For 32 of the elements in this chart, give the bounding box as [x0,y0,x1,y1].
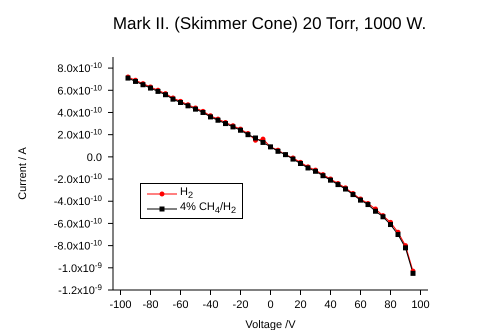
y-axis-title: Current / A [16,146,29,200]
point [253,135,258,140]
y-tick-label: 4.0x10$^{-10}$ [57,104,103,120]
y-tick-label: -4.0x10$^{-10}$ [54,194,103,208]
x-tick-label: 80 [384,299,397,311]
x-tick-label: 60 [354,299,367,311]
x-tick-label: -80 [142,299,158,311]
x-tick-label: -40 [202,299,218,311]
x-axis-title: Voltage /V [245,319,296,331]
y-tick-label: 0.0 [86,152,102,164]
point [373,208,378,214]
chart-title: Mark II. (Skimmer Cone) 20 Torr, 1000 W. [112,13,428,35]
y-tick-label: 8.0x10$^{-10}$ [57,60,103,76]
x-tick-label: -20 [232,299,248,311]
x-tick-label: 100 [411,299,430,311]
y-tick-label: -8.0x10$^{-10}$ [54,238,103,253]
y-tick-label: -1.0x10$^{-9}$ [58,260,103,275]
x-tick-label: 20 [294,299,307,311]
legend-label: 4% CH$_{4}$/H$_{2}$ [180,201,236,216]
point [388,222,393,228]
point [260,140,266,145]
point [396,232,400,238]
y-tick-label: 6.0x10$^{-10}$ [57,82,103,98]
x-tick-label: 0 [267,299,274,311]
y-tick-label: -6.0x10$^{-10}$ [54,216,103,230]
y-tick-label: -2.0x10$^{-10}$ [54,172,103,186]
x-tick-label: -60 [172,299,188,311]
legend-label: H$_{2}$ [180,186,194,201]
y-tick-label: -1.2x10$^{-9}$ [58,282,103,297]
x-tick-label: -100 [109,299,132,311]
y-tick-label: 2.0x10$^{-10}$ [57,127,103,142]
x-tick-label: 40 [324,299,337,311]
